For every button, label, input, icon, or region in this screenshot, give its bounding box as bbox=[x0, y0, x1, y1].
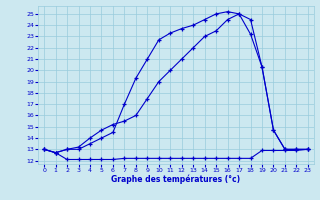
X-axis label: Graphe des températures (°c): Graphe des températures (°c) bbox=[111, 175, 241, 184]
